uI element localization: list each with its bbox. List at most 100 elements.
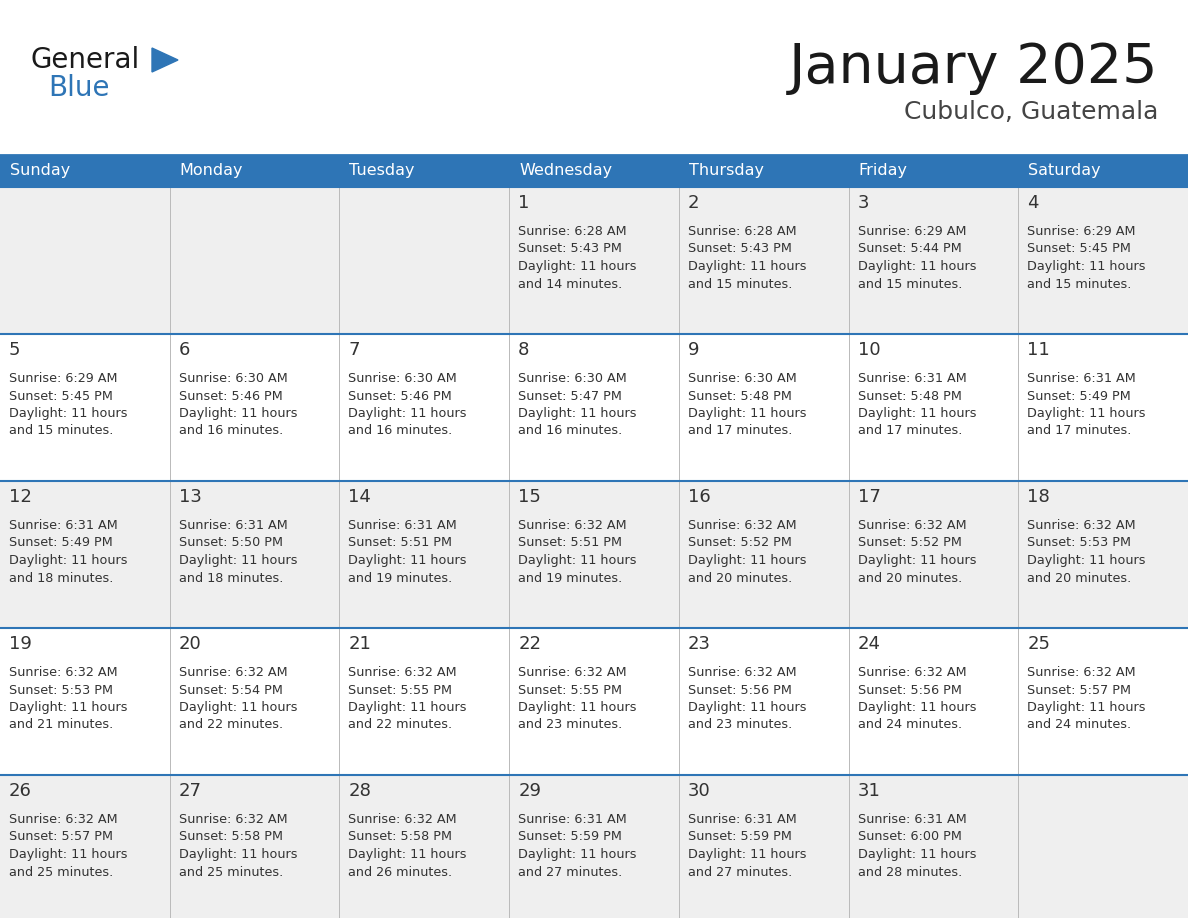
Text: Sunrise: 6:30 AM: Sunrise: 6:30 AM — [518, 372, 627, 385]
Text: Sunrise: 6:31 AM: Sunrise: 6:31 AM — [10, 519, 118, 532]
Text: Daylight: 11 hours: Daylight: 11 hours — [348, 407, 467, 420]
Text: Sunday: Sunday — [10, 163, 70, 178]
Text: Sunrise: 6:32 AM: Sunrise: 6:32 AM — [518, 666, 627, 679]
Text: Daylight: 11 hours: Daylight: 11 hours — [1028, 407, 1145, 420]
Text: Blue: Blue — [48, 74, 109, 102]
Bar — [1018, 628, 1188, 775]
Text: Sunset: 5:57 PM: Sunset: 5:57 PM — [10, 831, 113, 844]
Text: and 17 minutes.: and 17 minutes. — [1028, 424, 1132, 438]
Text: and 16 minutes.: and 16 minutes. — [518, 424, 623, 438]
Text: and 21 minutes.: and 21 minutes. — [10, 719, 113, 732]
Text: Daylight: 11 hours: Daylight: 11 hours — [688, 260, 807, 273]
Text: Sunrise: 6:30 AM: Sunrise: 6:30 AM — [348, 372, 457, 385]
Text: Daylight: 11 hours: Daylight: 11 hours — [688, 848, 807, 861]
Text: Sunset: 5:56 PM: Sunset: 5:56 PM — [688, 684, 791, 697]
Text: Friday: Friday — [859, 163, 908, 178]
Text: and 19 minutes.: and 19 minutes. — [518, 572, 623, 585]
Text: Sunrise: 6:31 AM: Sunrise: 6:31 AM — [518, 813, 627, 826]
Text: Daylight: 11 hours: Daylight: 11 hours — [348, 848, 467, 861]
Text: and 20 minutes.: and 20 minutes. — [858, 572, 962, 585]
Text: Daylight: 11 hours: Daylight: 11 hours — [1028, 701, 1145, 714]
Text: Sunset: 5:58 PM: Sunset: 5:58 PM — [178, 831, 283, 844]
Text: Sunset: 5:49 PM: Sunset: 5:49 PM — [10, 536, 113, 550]
Text: 31: 31 — [858, 782, 880, 800]
Text: Sunset: 5:44 PM: Sunset: 5:44 PM — [858, 242, 961, 255]
Text: 15: 15 — [518, 488, 541, 506]
Text: Sunrise: 6:30 AM: Sunrise: 6:30 AM — [178, 372, 287, 385]
Text: Daylight: 11 hours: Daylight: 11 hours — [178, 848, 297, 861]
Text: and 18 minutes.: and 18 minutes. — [10, 572, 113, 585]
Text: Sunrise: 6:32 AM: Sunrise: 6:32 AM — [688, 519, 796, 532]
Text: Sunset: 5:48 PM: Sunset: 5:48 PM — [688, 389, 791, 402]
Text: Sunset: 5:49 PM: Sunset: 5:49 PM — [1028, 389, 1131, 402]
Text: Daylight: 11 hours: Daylight: 11 hours — [518, 260, 637, 273]
Bar — [1018, 481, 1188, 628]
Text: Sunset: 5:57 PM: Sunset: 5:57 PM — [1028, 684, 1131, 697]
Text: and 23 minutes.: and 23 minutes. — [688, 719, 792, 732]
Text: Daylight: 11 hours: Daylight: 11 hours — [518, 848, 637, 861]
Text: Daylight: 11 hours: Daylight: 11 hours — [858, 407, 977, 420]
Text: and 22 minutes.: and 22 minutes. — [348, 719, 453, 732]
Bar — [340, 155, 510, 187]
Bar — [678, 187, 848, 334]
Text: Sunrise: 6:32 AM: Sunrise: 6:32 AM — [1028, 666, 1136, 679]
Text: and 16 minutes.: and 16 minutes. — [348, 424, 453, 438]
Text: Sunrise: 6:32 AM: Sunrise: 6:32 AM — [10, 666, 118, 679]
Text: 9: 9 — [688, 341, 700, 359]
Text: January 2025: January 2025 — [789, 41, 1158, 95]
Text: Sunrise: 6:28 AM: Sunrise: 6:28 AM — [688, 225, 796, 238]
Text: 27: 27 — [178, 782, 202, 800]
Text: Daylight: 11 hours: Daylight: 11 hours — [348, 554, 467, 567]
Bar — [510, 334, 678, 481]
Text: Sunset: 5:53 PM: Sunset: 5:53 PM — [10, 684, 113, 697]
Text: and 15 minutes.: and 15 minutes. — [1028, 277, 1132, 290]
Bar — [340, 481, 510, 628]
Text: Daylight: 11 hours: Daylight: 11 hours — [10, 554, 127, 567]
Text: Daylight: 11 hours: Daylight: 11 hours — [518, 701, 637, 714]
Text: 5: 5 — [10, 341, 20, 359]
Text: and 24 minutes.: and 24 minutes. — [1028, 719, 1131, 732]
Text: Sunrise: 6:32 AM: Sunrise: 6:32 AM — [688, 666, 796, 679]
Bar — [0, 481, 170, 628]
Text: Sunset: 5:48 PM: Sunset: 5:48 PM — [858, 389, 961, 402]
Text: General: General — [30, 46, 139, 74]
Text: 6: 6 — [178, 341, 190, 359]
Text: Sunset: 5:45 PM: Sunset: 5:45 PM — [10, 389, 113, 402]
Bar — [510, 155, 678, 187]
Text: 13: 13 — [178, 488, 202, 506]
Text: Daylight: 11 hours: Daylight: 11 hours — [858, 701, 977, 714]
Text: 18: 18 — [1028, 488, 1050, 506]
Text: and 28 minutes.: and 28 minutes. — [858, 866, 962, 879]
Bar — [510, 775, 678, 918]
Text: 19: 19 — [10, 635, 32, 653]
Text: Sunset: 5:43 PM: Sunset: 5:43 PM — [688, 242, 791, 255]
Text: Daylight: 11 hours: Daylight: 11 hours — [10, 407, 127, 420]
Text: Daylight: 11 hours: Daylight: 11 hours — [688, 701, 807, 714]
Text: 2: 2 — [688, 194, 700, 212]
Bar — [0, 334, 170, 481]
Text: and 25 minutes.: and 25 minutes. — [10, 866, 113, 879]
Bar — [170, 628, 340, 775]
Text: 7: 7 — [348, 341, 360, 359]
Bar — [0, 155, 170, 187]
Text: 3: 3 — [858, 194, 870, 212]
Bar — [1018, 334, 1188, 481]
Text: Sunset: 5:55 PM: Sunset: 5:55 PM — [348, 684, 453, 697]
Text: Sunset: 5:59 PM: Sunset: 5:59 PM — [688, 831, 791, 844]
Text: Sunrise: 6:31 AM: Sunrise: 6:31 AM — [348, 519, 457, 532]
Text: Daylight: 11 hours: Daylight: 11 hours — [518, 554, 637, 567]
Bar — [1018, 155, 1188, 187]
Text: Sunset: 5:51 PM: Sunset: 5:51 PM — [348, 536, 453, 550]
Bar — [678, 775, 848, 918]
Text: Sunrise: 6:32 AM: Sunrise: 6:32 AM — [348, 666, 457, 679]
Bar — [0, 187, 170, 334]
Text: Daylight: 11 hours: Daylight: 11 hours — [518, 407, 637, 420]
Text: 29: 29 — [518, 782, 542, 800]
Text: and 16 minutes.: and 16 minutes. — [178, 424, 283, 438]
Bar — [0, 775, 170, 918]
Text: Daylight: 11 hours: Daylight: 11 hours — [1028, 554, 1145, 567]
Bar — [848, 481, 1018, 628]
Bar — [848, 775, 1018, 918]
Text: 8: 8 — [518, 341, 530, 359]
Text: and 17 minutes.: and 17 minutes. — [858, 424, 962, 438]
